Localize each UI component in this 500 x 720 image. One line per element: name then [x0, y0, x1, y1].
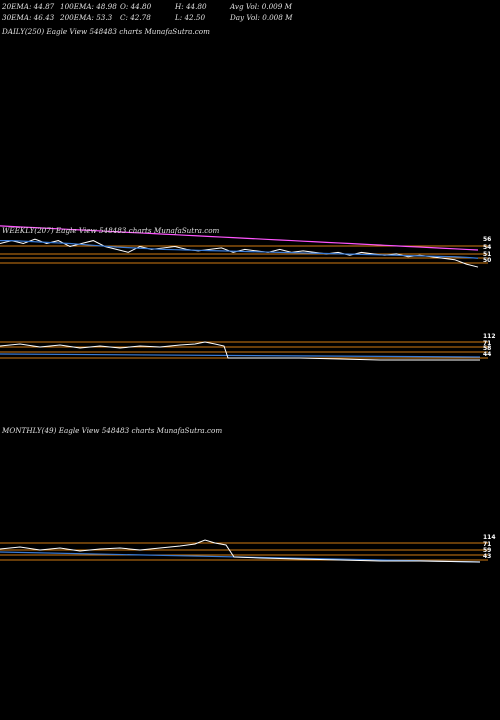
weekly-panel-title: WEEKLY(207) Eagle View 548483 charts Mun…: [2, 226, 220, 235]
close-value: C: 42.78: [120, 13, 151, 22]
weekly-lower-ema-line: [0, 353, 481, 358]
monthly-tick-label: 43: [483, 553, 491, 560]
indicator-header: 20EMA: 44.87 100EMA: 48.98 O: 44.80 H: 4…: [2, 1, 498, 23]
avg-vol-value: Avg Vol: 0.009 M: [230, 2, 292, 11]
weekly-lower-tick-label: 112: [483, 333, 496, 340]
monthly-lines: [0, 539, 488, 563]
weekly-lower-tick-label: 71: [483, 340, 491, 347]
ema20-value: 20EMA: 44.87: [2, 2, 55, 11]
ema30-value: 30EMA: 46.43: [2, 13, 55, 22]
weekly-tick-label: 51: [483, 251, 491, 258]
day-vol-value: Day Vol: 0.008 M: [230, 13, 293, 22]
weekly-tick-label: 54: [483, 244, 491, 251]
monthly-tick-label: 114: [483, 534, 496, 541]
ema100-value: 100EMA: 48.98: [60, 2, 117, 11]
weekly-long-ema-line: [0, 225, 479, 251]
weekly-lower-tick-label: 58: [483, 345, 491, 352]
indicator-row-1: 20EMA: 44.87 100EMA: 48.98 O: 44.80 H: 4…: [2, 1, 498, 12]
weekly-tick-label: 56: [483, 236, 491, 243]
weekly-lower-tick-label: 44: [483, 351, 491, 358]
monthly-price-line: [0, 539, 481, 563]
low-value: L: 42.50: [175, 13, 206, 22]
indicator-row-2: 30EMA: 46.43 200EMA: 53.3 C: 42.78 L: 42…: [2, 12, 498, 23]
open-value: O: 44.80: [120, 2, 152, 11]
weekly-lower-lines: [0, 341, 488, 361]
daily-panel-title: DAILY(250) Eagle View 548483 charts Muna…: [2, 27, 210, 36]
ema200-value: 200EMA: 53.3: [60, 13, 113, 22]
monthly-tick-label: 71: [483, 541, 491, 548]
monthly-tick-label: 59: [483, 547, 491, 554]
weekly-ema-line: [0, 239, 479, 259]
monthly-panel-title: MONTHLY(49) Eagle View 548483 charts Mun…: [2, 426, 223, 435]
weekly-tick-label: 50: [483, 257, 491, 264]
high-value: H: 44.80: [175, 2, 207, 11]
weekly-support-lines: [0, 245, 488, 264]
weekly-lower-price-line: [0, 341, 480, 361]
weekly-series-group: [0, 225, 479, 268]
